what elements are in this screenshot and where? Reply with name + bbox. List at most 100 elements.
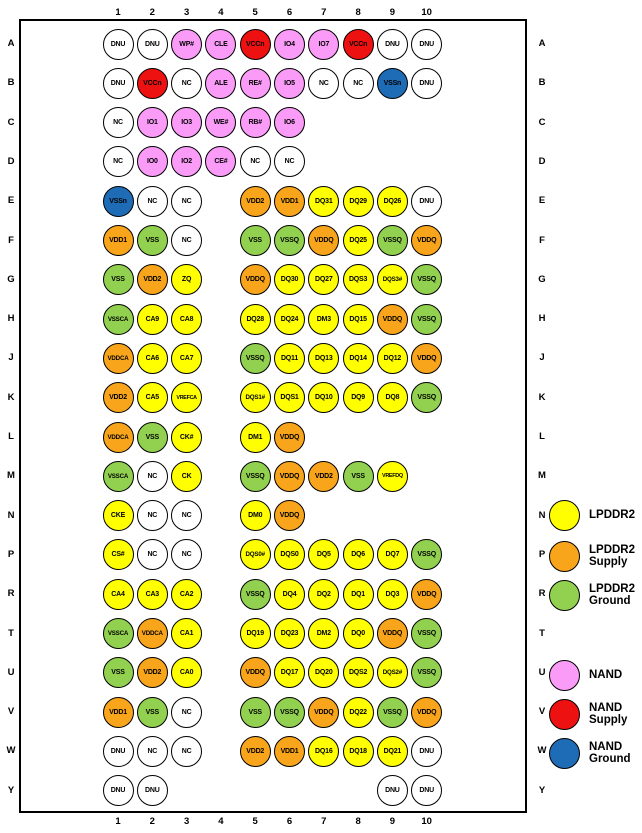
column-label-bottom-6: 6 (286, 816, 293, 827)
ball-label: DQ8 (385, 394, 400, 402)
ball-H2: CA9 (136, 303, 168, 335)
ball-T10: VSSQ (411, 618, 443, 649)
ball-label: DQS1# (245, 394, 266, 402)
ball-E2: NC (136, 185, 168, 217)
ball-B3: NC (171, 67, 203, 99)
ball-label: VSSQ (417, 394, 437, 402)
ball-label: RE# (248, 79, 262, 87)
row-label-right-C: C (538, 116, 546, 128)
ball-M6: VDDQ (274, 460, 305, 492)
ball-W1: DNU (102, 735, 134, 767)
ball-M5: VSSQ (239, 460, 271, 492)
ball-label: DNU (385, 787, 400, 795)
ball-label: IO1 (146, 119, 158, 127)
ball-E10: DNU (411, 185, 443, 217)
ball-label: VDD2 (143, 276, 162, 284)
ball-label: CA8 (179, 315, 194, 323)
ball-label: VSSQ (417, 630, 437, 637)
ball-label: NC (181, 512, 192, 520)
legend-swatch-lpddr2-supply (549, 540, 580, 572)
row-label-right-K: K (538, 391, 546, 403)
ball-label: ALE (214, 79, 228, 87)
ball-E9: DQ26 (376, 185, 408, 217)
ball-label: DQ13 (315, 354, 333, 362)
ball-label: DNU (419, 79, 434, 87)
ball-M9: VREFDQ (376, 460, 408, 492)
column-label-top-6: 6 (286, 7, 293, 18)
row-label-right-T: T (539, 627, 545, 639)
legend-swatch-nand-ground (549, 737, 580, 769)
ball-label: VSSCA (107, 315, 129, 323)
ball-label: CS# (111, 551, 125, 559)
ball-H5: DQ28 (239, 303, 271, 335)
ball-M1: VSSCA (102, 460, 134, 492)
ball-R9: DQ3 (376, 578, 408, 610)
ball-F2: VSS (136, 225, 168, 256)
legend-label-lpddr2-supply: LPDDR2 Supply (589, 543, 636, 569)
ball-label: NC (147, 512, 158, 520)
ball-label: VSSn (383, 79, 402, 87)
row-label-left-R: R (7, 588, 15, 600)
ball-label: VREFCA (176, 394, 197, 401)
ball-label: DQ27 (315, 276, 333, 284)
ball-label: VSSQ (280, 237, 299, 244)
legend-swatch-lpddr2 (549, 499, 580, 531)
ball-label: VDD2 (143, 669, 162, 677)
ball-label: VCCn (143, 79, 162, 87)
ball-label: DQS0 (280, 551, 299, 559)
ball-label: VSSQ (417, 669, 437, 677)
ball-label: CLE (214, 40, 228, 48)
ball-label: VSSCA (107, 472, 129, 480)
column-label-bottom-10: 10 (421, 816, 432, 827)
ball-U8: DQS2 (342, 657, 374, 689)
ball-label: VSSQ (245, 354, 265, 362)
legend-label-nand: NAND (589, 668, 623, 681)
ball-W2: NC (136, 735, 168, 767)
row-label-right-M: M (538, 470, 546, 482)
ball-A2: DNU (136, 28, 168, 60)
ball-J5: VSSQ (239, 342, 271, 374)
ball-label: VSSQ (245, 472, 265, 480)
ball-B8: NC (342, 67, 374, 99)
ball-A5: VCCn (239, 28, 271, 60)
ball-N5: DM0 (239, 500, 271, 532)
ball-P9: DQ7 (376, 539, 408, 571)
ball-label: DQ1 (351, 590, 365, 598)
ball-label: DNU (419, 40, 434, 48)
ball-label: CA3 (145, 590, 160, 598)
ball-T8: DQ0 (342, 618, 374, 649)
column-label-bottom-7: 7 (321, 816, 327, 827)
legend-item-nand: NAND (549, 659, 623, 691)
ball-C2: IO1 (136, 107, 168, 139)
ball-L1: VDDCA (102, 421, 134, 453)
ball-label: VSSQ (383, 237, 402, 244)
ball-label: NC (181, 237, 192, 244)
ball-A10: DNU (411, 28, 443, 60)
ball-K6: DQS1 (274, 382, 305, 414)
column-label-top-4: 4 (218, 7, 224, 18)
ball-label: VDD2 (109, 394, 127, 402)
ball-label: DQ5 (316, 551, 331, 559)
ball-label: DQ0 (351, 630, 365, 637)
ball-label: NC (181, 708, 192, 716)
ball-label: VSS (145, 433, 160, 441)
ball-label: VSSQ (383, 708, 402, 716)
ball-label: VDD2 (314, 472, 333, 480)
ball-T6: DQ23 (274, 618, 305, 649)
ball-label: DQ6 (351, 551, 365, 559)
ball-label: DNU (110, 40, 126, 48)
ball-label: DQ28 (246, 315, 264, 323)
ball-C1: NC (102, 107, 134, 139)
ball-B9: VSSn (376, 67, 408, 99)
ball-label: CA9 (145, 315, 160, 323)
ball-label: CA1 (179, 630, 194, 637)
row-label-right-B: B (538, 77, 546, 89)
row-label-left-K: K (7, 391, 15, 403)
ball-D4: CE# (205, 146, 237, 178)
ball-label: DNU (419, 197, 434, 205)
row-label-left-H: H (7, 313, 15, 325)
ball-E7: DQ31 (308, 185, 340, 217)
ball-K9: DQ8 (376, 382, 408, 414)
ball-label: VDDQ (416, 708, 437, 716)
ball-label: NC (250, 158, 261, 166)
